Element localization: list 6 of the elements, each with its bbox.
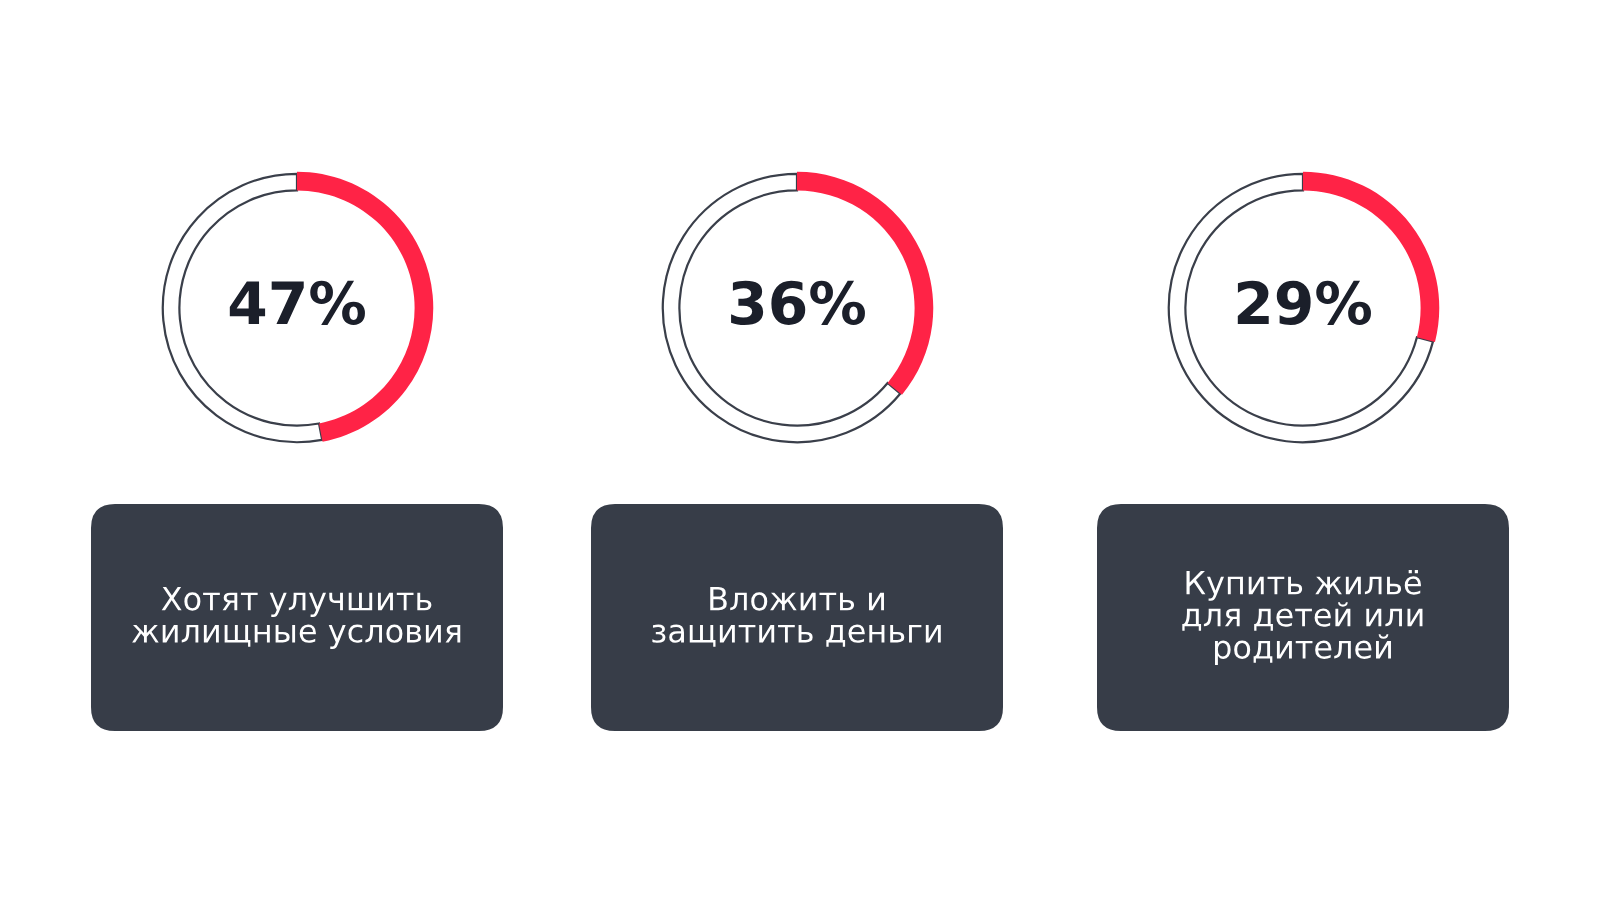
text: Купить жильё для детей или родителей — [1182, 569, 1423, 666]
text: Вложить и защитить деньги — [652, 586, 941, 647]
data-label: 29% — [1237, 280, 1371, 325]
data-label: 36% — [731, 280, 865, 325]
text: Хотят улучшить жилищные условия — [132, 586, 461, 650]
data-label: 47% — [229, 280, 365, 325]
